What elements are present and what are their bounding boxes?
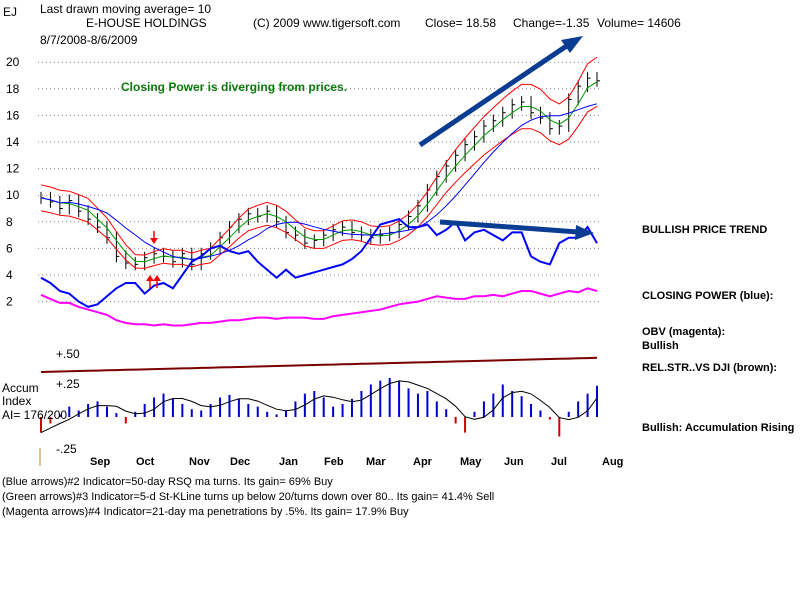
- ticker-symbol: EJ: [3, 5, 17, 19]
- indicator-lines: [40, 56, 598, 373]
- y-tick-12: 12: [6, 162, 20, 176]
- y-tick-14: 14: [6, 135, 20, 149]
- obv-status: Bullish: [642, 340, 679, 352]
- sell-signal-arrow: [150, 231, 158, 244]
- accum-title-2: Index: [2, 394, 31, 408]
- month-label-sep: Sep: [90, 456, 110, 468]
- accum-ai-value: AI= 176/200: [2, 408, 67, 422]
- month-label-jan: Jan: [279, 456, 298, 468]
- month-label-apr: Apr: [413, 456, 433, 468]
- last-ma-label: Last drawn moving average= 10: [40, 2, 211, 16]
- month-label-oct: Oct: [136, 456, 155, 468]
- price-bars: [40, 72, 600, 271]
- long-ma-line: [40, 103, 598, 260]
- date-range: 8/7/2008-8/6/2009: [40, 33, 138, 47]
- y-tick-20: 20: [6, 55, 20, 69]
- change-value: Change=-1.35: [513, 16, 590, 30]
- closing-power-line: [40, 217, 598, 308]
- accum-ma-line: [40, 380, 598, 434]
- footer-line-3: (Magenta arrows)#4 Indicator=21-day ma p…: [2, 506, 409, 518]
- y-tick-6: 6: [6, 241, 13, 255]
- y-tick-2: 2: [6, 295, 13, 309]
- accumulation-histogram: [40, 378, 598, 437]
- price-gridlines: [38, 61, 600, 303]
- month-label-may: May: [460, 456, 482, 468]
- uptrend-arrow: [418, 36, 583, 148]
- month-label-aug: Aug: [602, 456, 623, 468]
- accum-minus25: -.25: [56, 442, 77, 456]
- month-axis-labels: Sep Oct Nov Dec Jan Feb Mar Apr May Jun Jul Aug: [90, 456, 623, 468]
- price-axis-ticks: 2 4 6 8 10 12 14 16 18 20: [6, 55, 20, 308]
- short-ma-line: [40, 81, 598, 263]
- month-label-nov: Nov: [189, 456, 211, 468]
- y-tick-4: 4: [6, 268, 13, 282]
- accum-title-1: Accum: [2, 381, 39, 395]
- volume-value: Volume= 14606: [597, 16, 681, 30]
- y-tick-10: 10: [6, 188, 20, 202]
- y-tick-8: 8: [6, 215, 13, 229]
- month-label-dec: Dec: [230, 456, 250, 468]
- obv-line: [40, 287, 598, 327]
- obv-label: OBV (magenta):: [642, 326, 725, 338]
- footer-line-2: (Green arrows)#3 Indicator=5-d St-KLine …: [2, 491, 495, 503]
- copyright: (C) 2009 www.tigersoft.com: [253, 16, 400, 30]
- month-label-jun: Jun: [504, 456, 524, 468]
- y-tick-16: 16: [6, 108, 20, 122]
- y-tick-18: 18: [6, 82, 20, 96]
- buy-signal-arrows: [146, 275, 161, 288]
- footer-line-1: (Blue arrows)#2 Indicator=50-day RSQ ma …: [2, 476, 333, 488]
- accum-plus25: +.25: [56, 377, 80, 391]
- upper-band-line: [40, 56, 598, 256]
- month-label-feb: Feb: [324, 456, 344, 468]
- closing-power-downtrend-arrow: [439, 219, 594, 240]
- close-value: Close= 18.58: [425, 16, 496, 30]
- lower-band-line: [40, 105, 598, 269]
- month-label-jul: Jul: [551, 456, 567, 468]
- accum-plus50: +.50: [56, 347, 80, 361]
- closing-power-label: CLOSING POWER (blue):: [642, 290, 773, 302]
- trend-label: BULLISH PRICE TREND: [642, 224, 767, 236]
- relstr-label: REL.STR..VS DJI (brown):: [642, 362, 777, 374]
- month-label-mar: Mar: [366, 456, 386, 468]
- company-name: E-HOUSE HOLDINGS: [86, 16, 207, 30]
- divergence-note: Closing Power is diverging from prices.: [121, 80, 347, 94]
- accum-status: Bullish: Accumulation Rising: [642, 422, 794, 434]
- relstr-line: [40, 356, 598, 373]
